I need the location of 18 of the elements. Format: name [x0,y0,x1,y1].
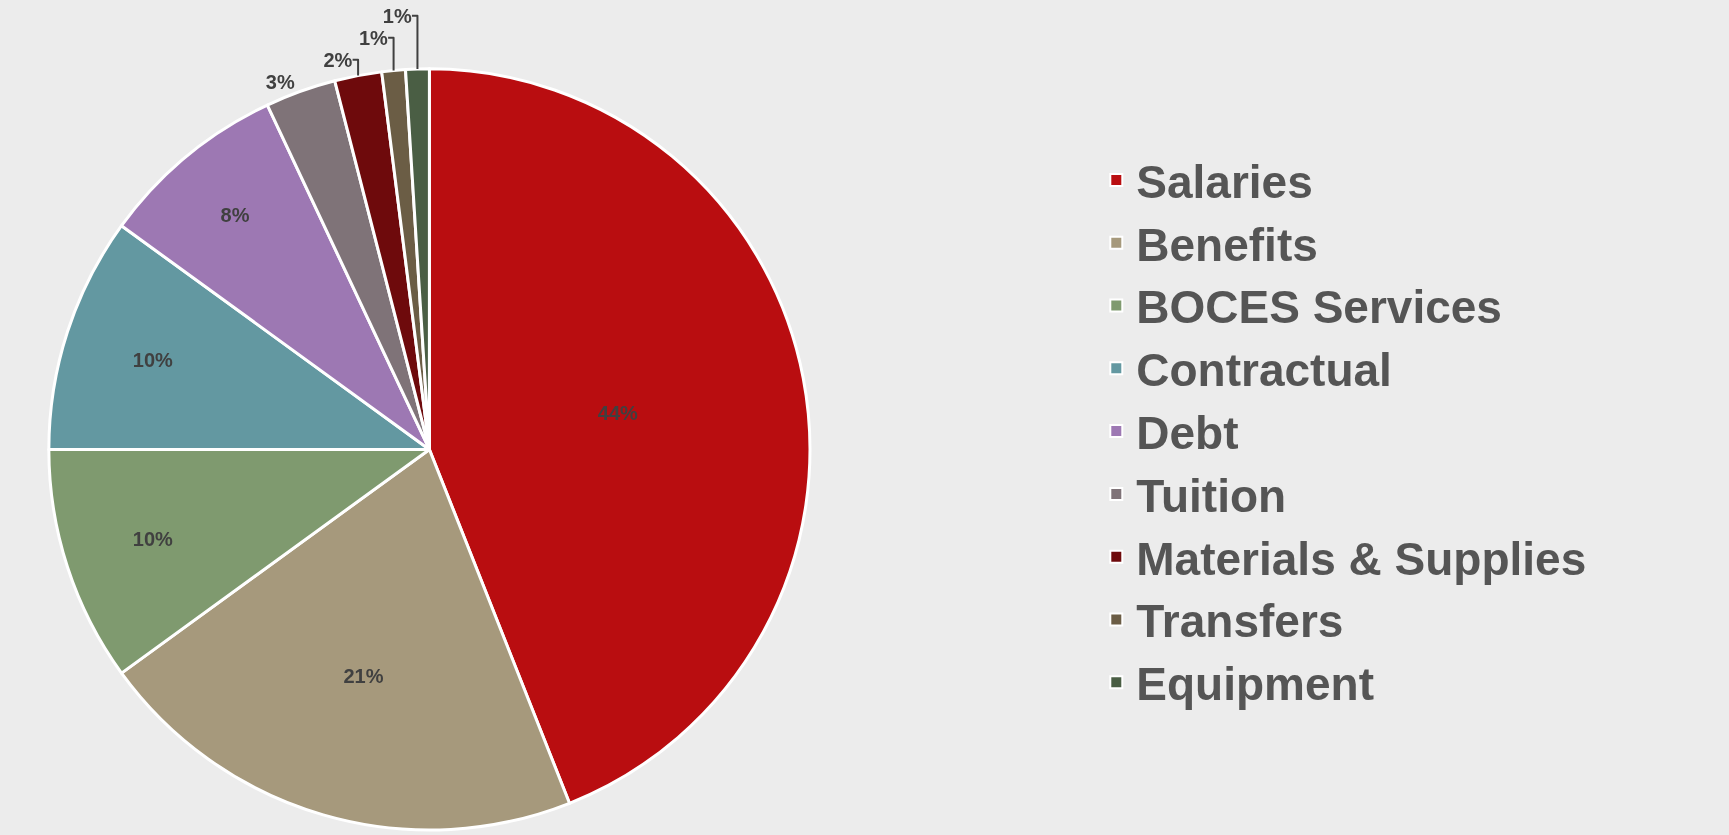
legend-label: Materials & Supplies [1136,532,1587,585]
data-label: 8% [220,203,250,226]
legend-label: Benefits [1136,218,1318,271]
data-label: 3% [265,70,295,93]
data-label: 10% [132,528,174,551]
data-label: 1% [382,4,412,27]
data-label: 21% [343,665,384,688]
legend-label: Salaries [1136,155,1313,208]
legend-label: Equipment [1136,658,1374,711]
data-label: 10% [132,348,174,371]
legend-label: Contractual [1136,344,1392,397]
legend-label: BOCES Services [1136,281,1502,334]
data-label: 2% [323,48,353,71]
legend-label: Debt [1136,407,1239,460]
data-label: 44% [597,402,639,425]
legend-label: Transfers [1136,595,1344,648]
legend-label: Tuition [1136,469,1287,522]
data-label: 1% [358,26,389,49]
